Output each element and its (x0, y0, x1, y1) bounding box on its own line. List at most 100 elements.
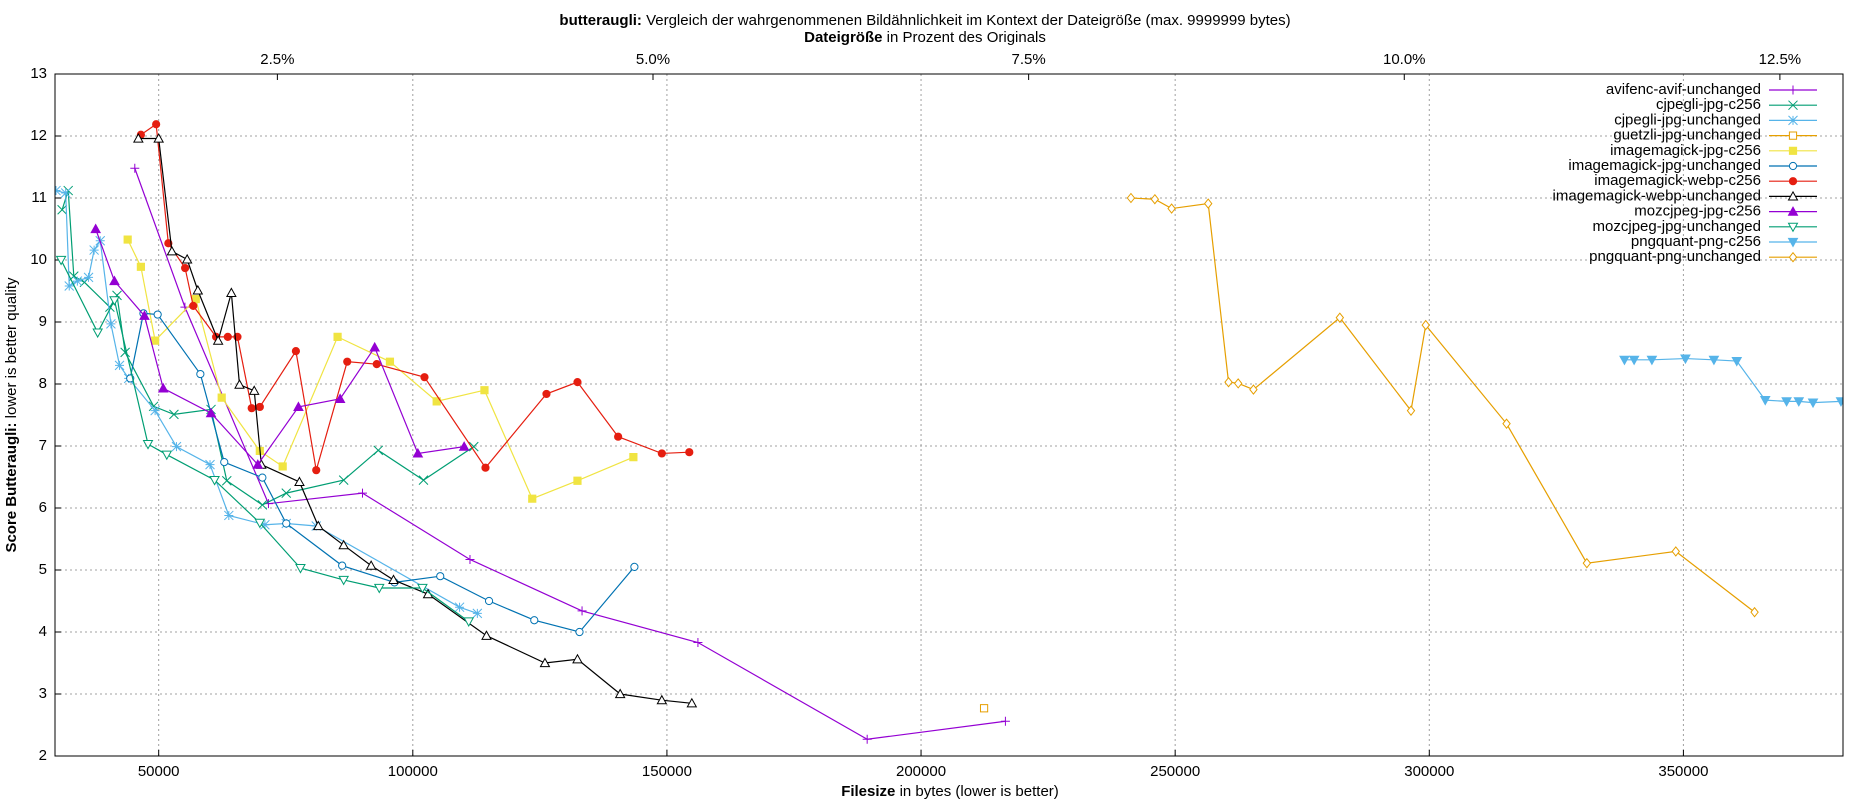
legend-label: imagemagick-jpg-unchanged (1568, 157, 1761, 174)
point (372, 360, 381, 369)
series-line (95, 228, 465, 466)
point (630, 562, 639, 571)
point (693, 638, 703, 648)
point (686, 697, 698, 708)
point (468, 441, 479, 452)
point (157, 382, 169, 393)
point (1708, 355, 1720, 366)
point (181, 253, 193, 264)
point (248, 385, 260, 395)
chart-title: butteraugli: Vergleich der wahrgenommene… (559, 12, 1290, 29)
legend-label: mozcjpeg-jpg-c256 (1634, 203, 1761, 220)
point (657, 449, 666, 458)
x-tick-label: 50000 (138, 763, 180, 780)
point (252, 459, 264, 469)
y-tick-label: 4 (39, 623, 47, 640)
point (223, 510, 234, 521)
point (64, 281, 75, 291)
title-text: Vergleich der wahrgenommenen Bildähnlich… (646, 12, 1291, 29)
point (123, 235, 132, 244)
y-label-text: lower is better quality (3, 277, 20, 418)
point (979, 704, 989, 713)
point (369, 341, 381, 352)
point (458, 441, 470, 451)
point (234, 379, 245, 389)
plot-frame (54, 73, 1844, 757)
point (209, 476, 220, 486)
point (72, 276, 83, 286)
y-tick-label: 6 (39, 499, 47, 516)
point (294, 476, 305, 487)
point (142, 440, 154, 450)
x-tick-label: 100000 (388, 763, 438, 780)
y-axis-label: Score Butteraugli: lower is better quali… (3, 277, 20, 553)
point (1781, 397, 1792, 407)
point (161, 450, 173, 461)
point (169, 409, 179, 420)
point (418, 475, 429, 485)
x2-tick-label: 5.0% (636, 51, 670, 68)
point (1582, 557, 1592, 569)
point (1788, 131, 1798, 140)
y-label-bold: Score Butteraugli: (3, 423, 20, 553)
point (573, 378, 582, 387)
point (528, 494, 537, 503)
point (573, 476, 582, 485)
point (260, 519, 270, 530)
point (114, 360, 125, 371)
point (1759, 396, 1771, 406)
point (191, 294, 200, 304)
x-tick-label: 350000 (1658, 763, 1708, 780)
point (1203, 198, 1213, 209)
point (365, 560, 377, 570)
point (629, 453, 638, 462)
point (656, 694, 668, 705)
y-tick-label: 5 (39, 561, 47, 578)
point (338, 539, 350, 550)
point (136, 262, 145, 271)
y-tick-label: 2 (39, 747, 47, 764)
point (343, 357, 352, 366)
y-tick-label: 7 (39, 437, 47, 454)
x-tick-label: 250000 (1150, 763, 1200, 780)
point (1406, 405, 1416, 416)
point (89, 245, 99, 255)
legend-label: cjpegli-jpg-unchanged (1614, 111, 1761, 128)
point (1249, 384, 1258, 395)
point (420, 373, 429, 382)
y-tick-label: 9 (39, 313, 47, 330)
point (221, 475, 232, 486)
point (55, 255, 67, 266)
point (373, 583, 385, 594)
point (1788, 251, 1798, 263)
point (192, 284, 204, 295)
point (255, 402, 264, 412)
x2-label-bold: Dateigröße (804, 29, 882, 46)
point (281, 488, 292, 498)
legend-label: guetzli-jpg-unchanged (1613, 127, 1761, 144)
point (217, 393, 226, 402)
point (312, 466, 321, 475)
point (1788, 100, 1798, 111)
point (258, 473, 267, 482)
point (291, 347, 301, 356)
point (120, 347, 130, 358)
point (480, 386, 489, 395)
point (282, 519, 291, 528)
plot-area (55, 120, 1843, 744)
legend-label: pngquant-png-c256 (1631, 233, 1761, 250)
point (463, 617, 475, 627)
y-tick-label: 8 (39, 375, 47, 392)
point (109, 275, 120, 286)
point (153, 310, 162, 319)
point (83, 272, 94, 283)
point (1787, 222, 1799, 233)
point (1335, 312, 1345, 323)
x2-axis-label: Dateigröße in Prozent des Originals (804, 29, 1046, 46)
point (542, 389, 551, 399)
point (333, 332, 342, 341)
point (1502, 418, 1511, 429)
point (1126, 192, 1136, 204)
point (293, 401, 304, 412)
point (862, 734, 872, 744)
